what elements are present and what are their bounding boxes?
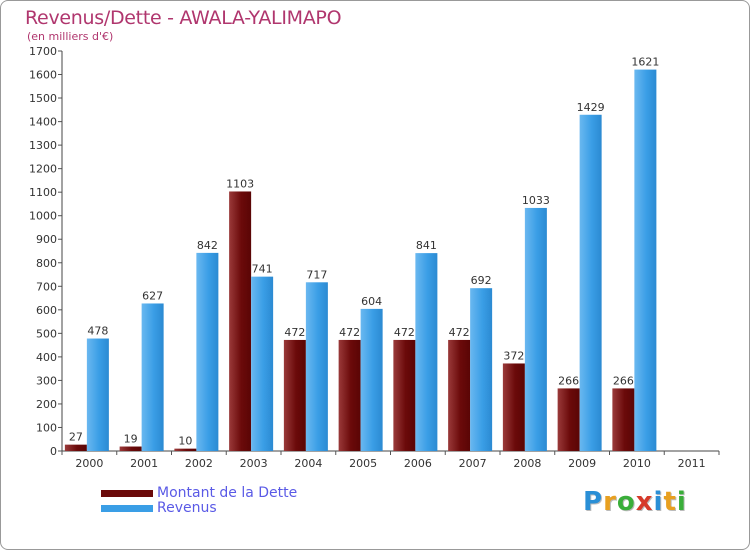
y-tick-label: 100 (36, 421, 57, 434)
y-tick-label: 900 (36, 233, 57, 246)
logo-letter: P (583, 487, 604, 517)
data-label: 372 (503, 349, 524, 362)
chart-subtitle: (en milliers d'€) (27, 30, 114, 43)
y-tick-label: 700 (36, 280, 57, 293)
bar-revenus (305, 282, 328, 451)
y-tick-label: 0 (50, 445, 57, 458)
x-tick-label: 2005 (349, 457, 377, 470)
y-tick-label: 1600 (29, 69, 57, 82)
data-label: 19 (124, 433, 138, 446)
chart-title: Revenus/Dette - AWALA-YALIMAPO (25, 7, 342, 29)
logo-letter: x (635, 487, 654, 517)
bar-revenus (470, 288, 493, 451)
x-tick-label: 2009 (568, 457, 596, 470)
bar-revenus (141, 303, 164, 451)
bar-revenus (579, 114, 602, 451)
bar-revenus (634, 69, 657, 452)
y-tick-label: 1500 (29, 92, 57, 105)
data-label: 841 (416, 239, 437, 252)
x-tick-label: 2006 (404, 457, 432, 470)
bar-debt (448, 339, 471, 451)
data-label: 627 (142, 289, 163, 302)
data-label: 1621 (631, 56, 659, 69)
y-tick-label: 1200 (29, 163, 57, 176)
legend-label-revenus: Revenus (157, 500, 217, 516)
data-label: 717 (306, 268, 327, 281)
logo-letter: t (663, 487, 677, 517)
data-label: 842 (197, 239, 218, 252)
legend-label-debt: Montant de la Dette (157, 485, 298, 501)
bar-debt (64, 444, 87, 451)
data-label: 604 (361, 295, 382, 308)
data-label: 1033 (522, 194, 550, 207)
data-label: 692 (471, 274, 492, 287)
y-tick-label: 1000 (29, 210, 57, 223)
x-tick-label: 2001 (130, 457, 158, 470)
x-tick-label: 2011 (678, 457, 706, 470)
bar-revenus (415, 253, 438, 451)
data-label: 472 (449, 326, 470, 339)
y-tick-label: 1400 (29, 116, 57, 129)
data-label: 266 (613, 374, 634, 387)
legend-swatch-revenus (101, 505, 153, 512)
data-label: 472 (284, 326, 305, 339)
bar-debt (557, 388, 580, 451)
data-label: 10 (178, 435, 192, 448)
bar-debt (119, 446, 142, 451)
logo-letter: i (653, 487, 664, 517)
y-tick-label: 1100 (29, 186, 57, 199)
y-tick-label: 500 (36, 327, 57, 340)
bar-debt (393, 339, 416, 451)
y-tick-label: 800 (36, 257, 57, 270)
bar-debt (338, 339, 361, 451)
bar-debt (229, 191, 252, 451)
data-label: 472 (339, 326, 360, 339)
y-tick-label: 400 (36, 351, 57, 364)
x-tick-label: 2004 (294, 457, 322, 470)
y-tick-label: 600 (36, 304, 57, 317)
bar-revenus (360, 308, 383, 451)
data-label: 472 (394, 326, 415, 339)
logo-letter: o (616, 487, 636, 517)
x-tick-label: 2010 (623, 457, 651, 470)
proxiti-logo: Proxiti (583, 487, 687, 517)
legend-swatch-debt (101, 490, 153, 497)
bar-debt (502, 363, 525, 451)
bar-revenus (524, 207, 547, 451)
data-label: 266 (558, 374, 579, 387)
x-tick-label: 2002 (185, 457, 213, 470)
bar-revenus (86, 338, 109, 451)
bar-revenus (196, 252, 219, 451)
y-tick-label: 300 (36, 374, 57, 387)
bar-debt (174, 448, 197, 451)
y-tick-label: 200 (36, 398, 57, 411)
data-label: 478 (87, 325, 108, 338)
x-tick-label: 2000 (75, 457, 103, 470)
logo-letter: i (676, 487, 687, 517)
data-label: 1429 (577, 101, 605, 114)
y-tick-label: 1300 (29, 139, 57, 152)
y-tick-label: 1700 (29, 45, 57, 58)
data-label: 741 (252, 263, 273, 276)
data-label: 27 (69, 431, 83, 444)
x-tick-label: 2003 (240, 457, 268, 470)
bar-revenus (251, 276, 274, 451)
x-tick-label: 2008 (513, 457, 541, 470)
bar-debt (612, 388, 635, 451)
data-label: 1103 (226, 177, 254, 190)
logo-letter: r (603, 487, 617, 517)
bar-debt (283, 339, 306, 451)
x-tick-label: 2007 (459, 457, 487, 470)
